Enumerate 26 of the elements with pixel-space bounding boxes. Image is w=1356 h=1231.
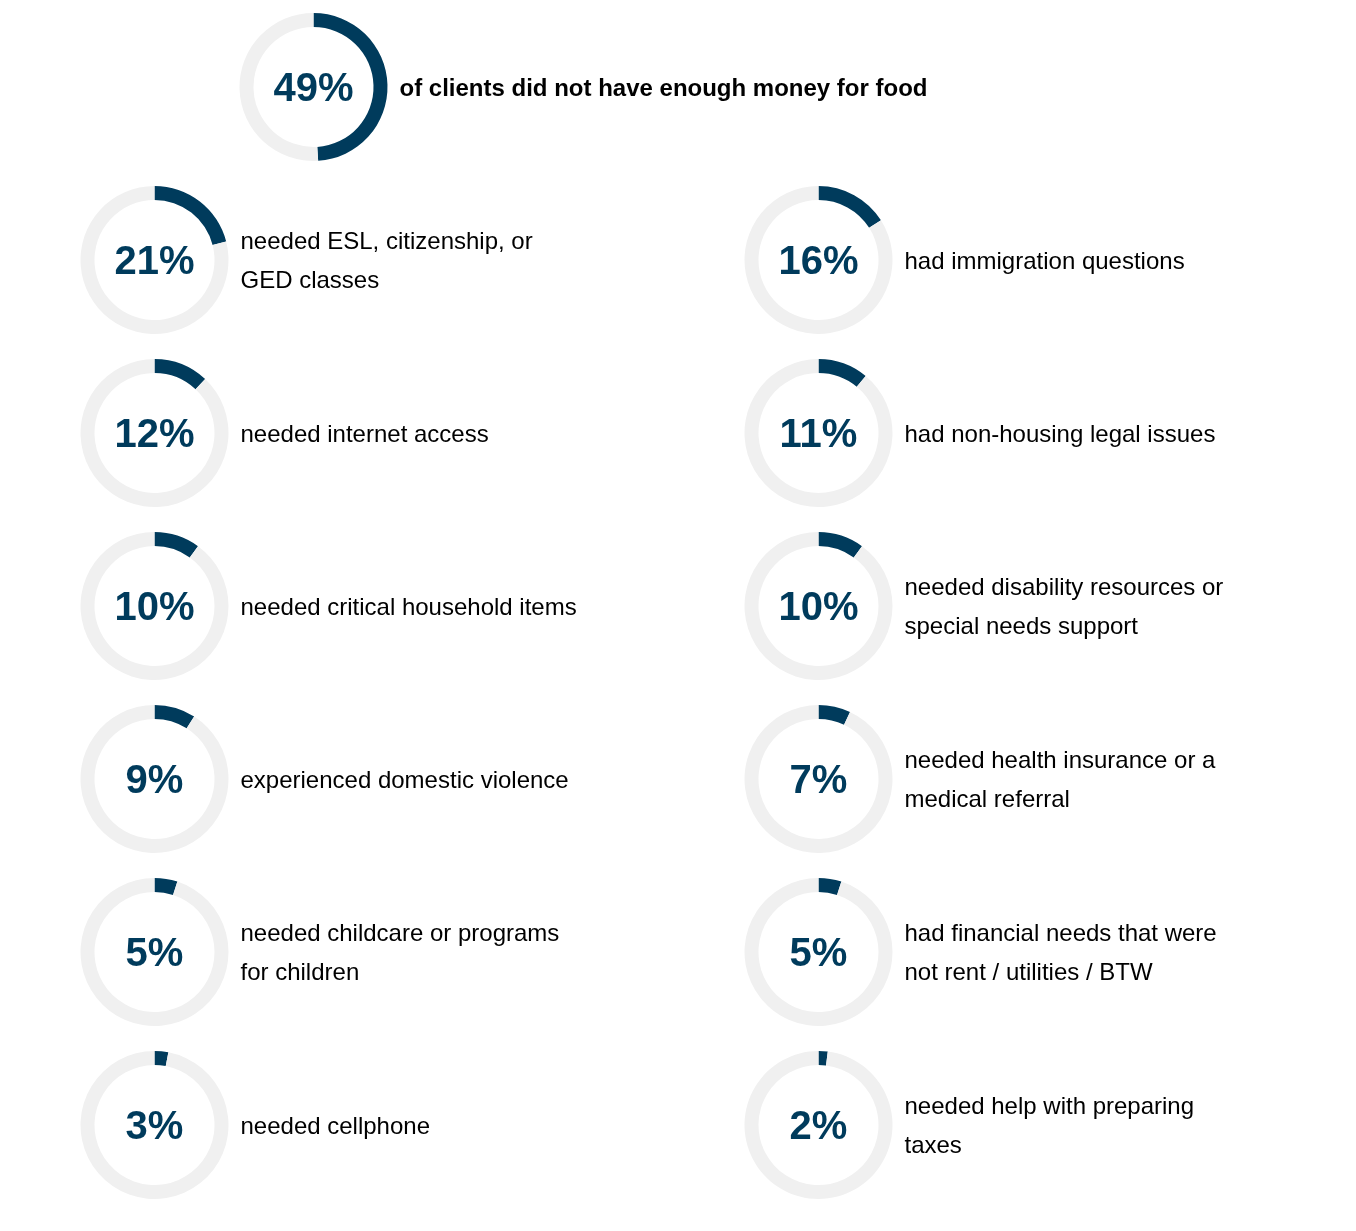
text: needed help with preparing taxes xyxy=(904,1091,1195,1159)
text: of clients did not have enough money for food xyxy=(399,73,928,101)
text: 11% xyxy=(779,411,858,455)
text: 16% xyxy=(778,238,859,282)
text: needed critical household items xyxy=(240,592,577,620)
text: needed childcare or programs for children xyxy=(240,918,560,986)
text: 12% xyxy=(114,411,195,455)
text: 10% xyxy=(778,584,859,628)
text: needed ESL, citizenship, or GED classes xyxy=(240,226,533,294)
text: had immigration questions xyxy=(904,246,1185,274)
text: needed internet access xyxy=(240,419,489,447)
text: had financial needs that were not rent / utilities / BTW xyxy=(904,918,1217,986)
text: 10% xyxy=(114,584,195,628)
text: 7% xyxy=(789,757,848,801)
text: 5% xyxy=(789,930,848,974)
text: 49% xyxy=(273,65,354,109)
text: needed health insurance or a medical referral xyxy=(904,745,1217,813)
text: 9% xyxy=(125,757,184,801)
text: 21% xyxy=(114,238,195,282)
text: had non-housing legal issues xyxy=(904,419,1216,447)
text: experienced domestic violence xyxy=(240,765,569,793)
text: 3% xyxy=(125,1103,184,1147)
text: needed disability resources or special needs support xyxy=(904,572,1224,640)
text: 2% xyxy=(789,1103,848,1147)
text: 5% xyxy=(125,930,184,974)
text: needed cellphone xyxy=(240,1111,431,1139)
